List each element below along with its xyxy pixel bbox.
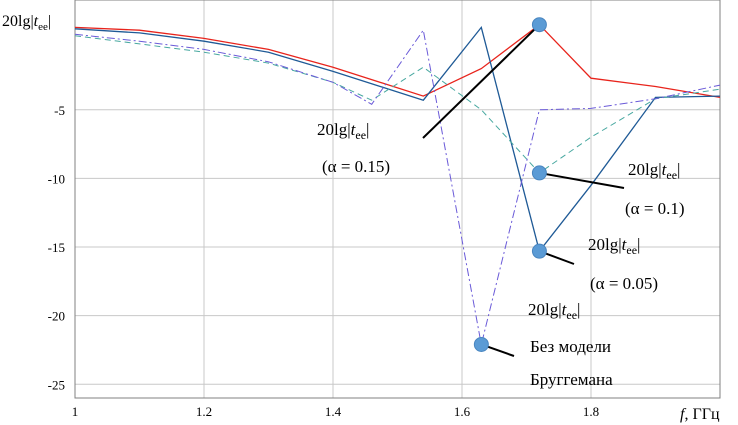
y-tick-label: -25 (48, 377, 65, 392)
x-tick-label: 1.6 (454, 404, 471, 419)
data-marker (473, 336, 489, 352)
data-marker (531, 165, 547, 181)
x-tick-label: 1.2 (196, 404, 212, 419)
y-tick-label: -5 (54, 103, 65, 118)
svg-text:(α = 0.05): (α = 0.05) (590, 274, 658, 293)
series-line (74, 25, 721, 253)
svg-text:20lg|tee|: 20lg|tee| (588, 235, 640, 257)
annotation-leader-line (422, 23, 541, 139)
svg-text:(α = 0.1): (α = 0.1) (625, 199, 685, 218)
svg-text:20lg|tee|: 20lg|tee| (317, 120, 369, 142)
svg-text:(α = 0.15): (α = 0.15) (322, 157, 390, 176)
annotation-no-bruggeman: 20lg|tee| Без модели Бруггемана (528, 300, 613, 389)
x-tick-label: 1.8 (583, 404, 599, 419)
grid (75, 0, 720, 398)
data-marker (531, 243, 547, 259)
annotation-alpha-0-1: 20lg|tee| (α = 0.1) (625, 160, 685, 218)
annotation-alpha-0-15: 20lg|tee| (α = 0.15) (317, 120, 390, 176)
x-tick-label: 1.4 (325, 404, 342, 419)
data-marker (531, 17, 547, 33)
series-line (74, 28, 721, 345)
x-axis-label: f, ГГц (680, 406, 720, 423)
svg-text:Без модели: Без модели (530, 337, 611, 356)
data-markers (473, 17, 547, 352)
y-tick-label: -20 (48, 309, 65, 324)
plot-frame (74, 0, 721, 399)
y-axis-label: 20lg|tee| (2, 13, 51, 33)
series-lines (74, 23, 721, 345)
annotation-alpha-0-05: 20lg|tee| (α = 0.05) (588, 235, 658, 293)
svg-text:20lg|tee|: 20lg|tee| (628, 160, 680, 182)
svg-text:Бруггемана: Бруггемана (530, 370, 613, 389)
series-line (74, 23, 721, 99)
series-line (74, 35, 721, 174)
annotation-leader-line (539, 171, 625, 189)
tick-labels: 1 1.2 1.4 1.6 1.8 -5 -10 -15 -20 -25 (48, 103, 599, 419)
svg-text:20lg|tee|: 20lg|tee| (528, 300, 580, 322)
y-tick-label: -15 (48, 240, 65, 255)
y-tick-label: -10 (48, 171, 65, 186)
x-tick-label: 1 (72, 404, 79, 419)
